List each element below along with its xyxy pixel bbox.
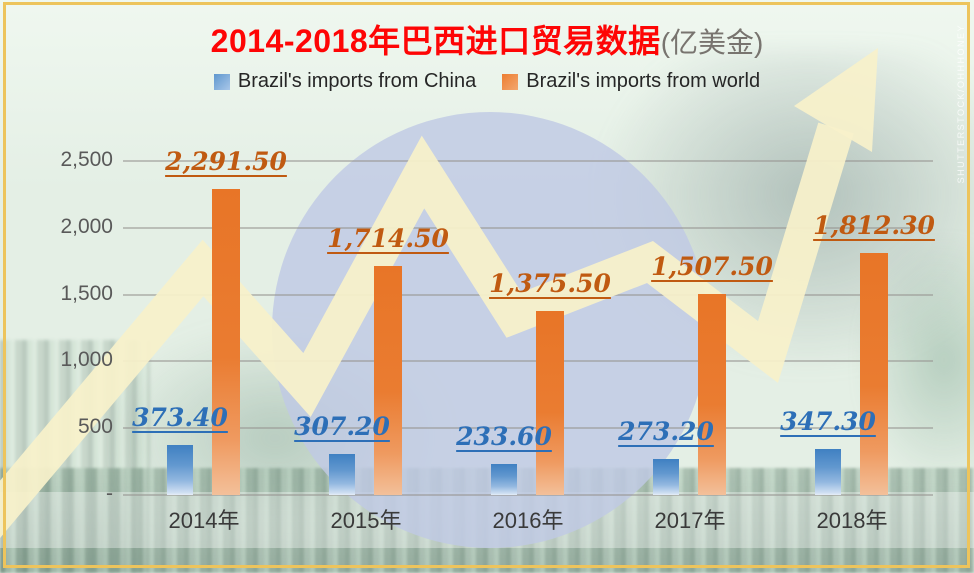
gridline [123, 360, 933, 363]
bar-china [167, 445, 193, 495]
x-tick-label: 2015年 [330, 508, 402, 533]
bar-china [653, 459, 679, 495]
legend-swatch-china-icon [213, 73, 230, 90]
legend: Brazil's imports from China Brazil's imp… [0, 70, 974, 93]
legend-item-china: Brazil's imports from China [213, 70, 477, 93]
gridline [123, 226, 933, 229]
y-tick-label: 2,500 [60, 148, 113, 171]
bar-china [815, 449, 841, 495]
bar-world [536, 311, 564, 495]
chart-title: 2014-2018年巴西进口贸易数据(亿美金) [0, 16, 974, 62]
x-tick-label: 2017年 [654, 508, 726, 533]
value-label-china: 273.20 [618, 417, 714, 446]
value-label-world: 1,714.50 [327, 224, 449, 253]
value-label-world: 1,375.50 [489, 269, 611, 298]
value-label-china: 347.30 [780, 407, 876, 436]
value-label-china: 233.60 [456, 422, 552, 451]
y-tick-label: 1,500 [60, 281, 113, 305]
value-label-world: 1,507.50 [651, 252, 773, 281]
chart-title-unit: (亿美金) [660, 27, 764, 58]
legend-label-world: Brazil's imports from world [526, 70, 761, 92]
x-tick-label: 2016年 [492, 508, 564, 533]
x-tick-label: 2014年 [168, 508, 240, 533]
y-tick-label: 500 [77, 415, 113, 439]
value-label-china: 307.20 [294, 412, 390, 441]
bar-china [491, 464, 517, 495]
watermark-credit: SHUTTERSTOCK/OHHHONEY [956, 24, 966, 184]
bar-world [374, 266, 402, 495]
value-label-china: 373.40 [132, 403, 228, 432]
y-tick-label: 2,000 [60, 214, 113, 238]
chart-title-text: 2014-2018年巴西进口贸易数据 [210, 23, 661, 59]
x-tick-label: 2018年 [816, 508, 888, 533]
value-label-world: 2,291.50 [165, 147, 287, 176]
bar-world [860, 253, 888, 495]
bar-world [212, 189, 240, 495]
legend-label-china: Brazil's imports from China [237, 70, 477, 92]
gridline [123, 427, 933, 430]
gridline [123, 494, 933, 496]
bar-china [329, 454, 355, 495]
legend-item-world: Brazil's imports from world [502, 70, 760, 93]
value-label-world: 1,812.30 [813, 211, 935, 240]
y-tick-label: - [106, 482, 113, 505]
y-tick-label: 1,000 [60, 348, 113, 372]
gridline [123, 160, 933, 162]
bar-world [698, 294, 726, 495]
legend-swatch-world-icon [502, 73, 519, 90]
